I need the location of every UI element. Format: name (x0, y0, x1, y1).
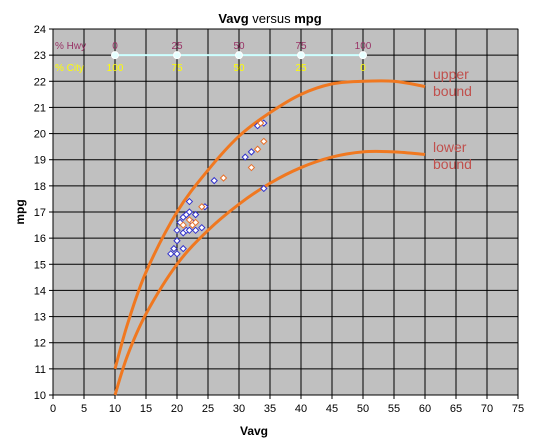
data-point (198, 203, 206, 211)
tick-labels: 0 5 10 15 20 25 30 35 40 45 50 55 60 65 70 75 10 11 12 13 14… (34, 24, 524, 415)
bound-curve-label-line: bound (433, 156, 472, 172)
x-tick-label: 50 (357, 403, 369, 415)
chart-title-part: Vavg (218, 11, 248, 26)
data-point (179, 244, 187, 253)
y-tick-label: 14 (34, 285, 46, 297)
hwy-scale-label: 25 (171, 41, 183, 52)
x-tick-label: 20 (171, 403, 183, 415)
mix-scale-marker (297, 51, 305, 60)
data-point (173, 237, 181, 245)
x-tick-label: 25 (202, 403, 214, 415)
x-tick-label: 75 (512, 403, 524, 415)
y-tick-label: 20 (34, 129, 46, 141)
data-point (191, 218, 200, 227)
bound-curve-label-line: upper (433, 66, 469, 82)
y-tick-label: 10 (34, 390, 46, 402)
data-point (185, 216, 194, 224)
x-tick-label: 60 (419, 403, 431, 415)
data-point (170, 244, 178, 253)
x-tick-label: 10 (109, 403, 121, 415)
city-scale-label: 25 (295, 63, 307, 74)
y-tick-label: 13 (34, 312, 46, 324)
y-tick-label: 12 (34, 338, 46, 350)
x-tick-label: 35 (264, 403, 276, 415)
data-point (219, 174, 228, 182)
x-tick-label: 30 (233, 403, 245, 415)
y-tick-label: 24 (34, 24, 46, 36)
data-point (247, 148, 256, 156)
x-axis-label: Vavg (240, 424, 268, 438)
x-tick-label: 70 (481, 403, 493, 415)
hwy-scale-label: 0 (112, 41, 118, 52)
hwy-scale-label: 50 (233, 41, 245, 52)
mix-scale-marker (359, 51, 367, 60)
mix-scale-marker (235, 51, 243, 60)
data-point (241, 153, 249, 161)
data-point (185, 208, 194, 216)
data-point (167, 250, 175, 258)
chart-title-part: mpg (294, 11, 322, 26)
bound-curve (113, 149, 426, 396)
bound-curve-label: upper bound (433, 66, 472, 99)
x-tick-label: 15 (140, 403, 152, 415)
data-point (173, 226, 181, 235)
y-tick-label: 11 (35, 364, 46, 376)
data-point (256, 119, 265, 127)
data-point (198, 223, 206, 232)
x-tick-label: 55 (388, 403, 400, 415)
mix-scale-marker (111, 51, 119, 60)
y-tick-label: 17 (34, 207, 46, 219)
y-tick-label: 22 (34, 76, 46, 88)
x-tick-label: 5 (81, 403, 87, 415)
y-tick-label: 19 (34, 155, 46, 167)
chart-title-part: versus (249, 11, 295, 26)
y-tick-label: 15 (34, 259, 46, 271)
bound-curve-label-line: bound (433, 83, 472, 99)
data-point (210, 176, 218, 185)
data-point (185, 197, 194, 206)
city-scale-label: 0 (360, 63, 366, 74)
mix-scale: % Hwy % City 0 100 25 75 50 50 75 25 100 0 (55, 41, 372, 74)
hwy-scale-label: 100 (355, 41, 372, 52)
hwy-scale-title: % Hwy (55, 41, 86, 52)
data-point (173, 250, 181, 258)
city-scale-label: 100 (107, 63, 124, 74)
x-tick-label: 65 (450, 403, 462, 415)
bound-curve-label-line: lower (433, 139, 467, 155)
data-point (260, 184, 268, 193)
city-scale-label: 75 (171, 63, 183, 74)
data-point (179, 221, 187, 229)
x-tick-label: 45 (326, 403, 338, 415)
city-scale-title: % City (55, 63, 84, 74)
data-point (253, 145, 262, 153)
y-tick-label: 21 (34, 102, 46, 114)
data-point (260, 137, 268, 146)
city-scale-label: 50 (233, 63, 245, 74)
y-tick-label: 18 (34, 181, 46, 193)
data-point (191, 226, 200, 235)
y-tick-label: 16 (34, 233, 46, 245)
data-point (191, 210, 200, 219)
x-tick-label: 0 (50, 403, 56, 415)
x-tick-label: 40 (295, 403, 307, 415)
data-points (167, 119, 268, 258)
chart-title: Vavg versus mpg (218, 11, 321, 26)
bound-curve (113, 79, 426, 370)
bound-curve-label: lower bound (433, 139, 472, 172)
y-axis-label: mpg (13, 199, 27, 224)
hwy-scale-label: 75 (295, 41, 307, 52)
data-point (185, 226, 194, 235)
gridlines (52, 28, 519, 396)
data-point (247, 163, 256, 172)
mix-scale-marker (173, 51, 181, 60)
y-tick-label: 23 (34, 50, 46, 62)
